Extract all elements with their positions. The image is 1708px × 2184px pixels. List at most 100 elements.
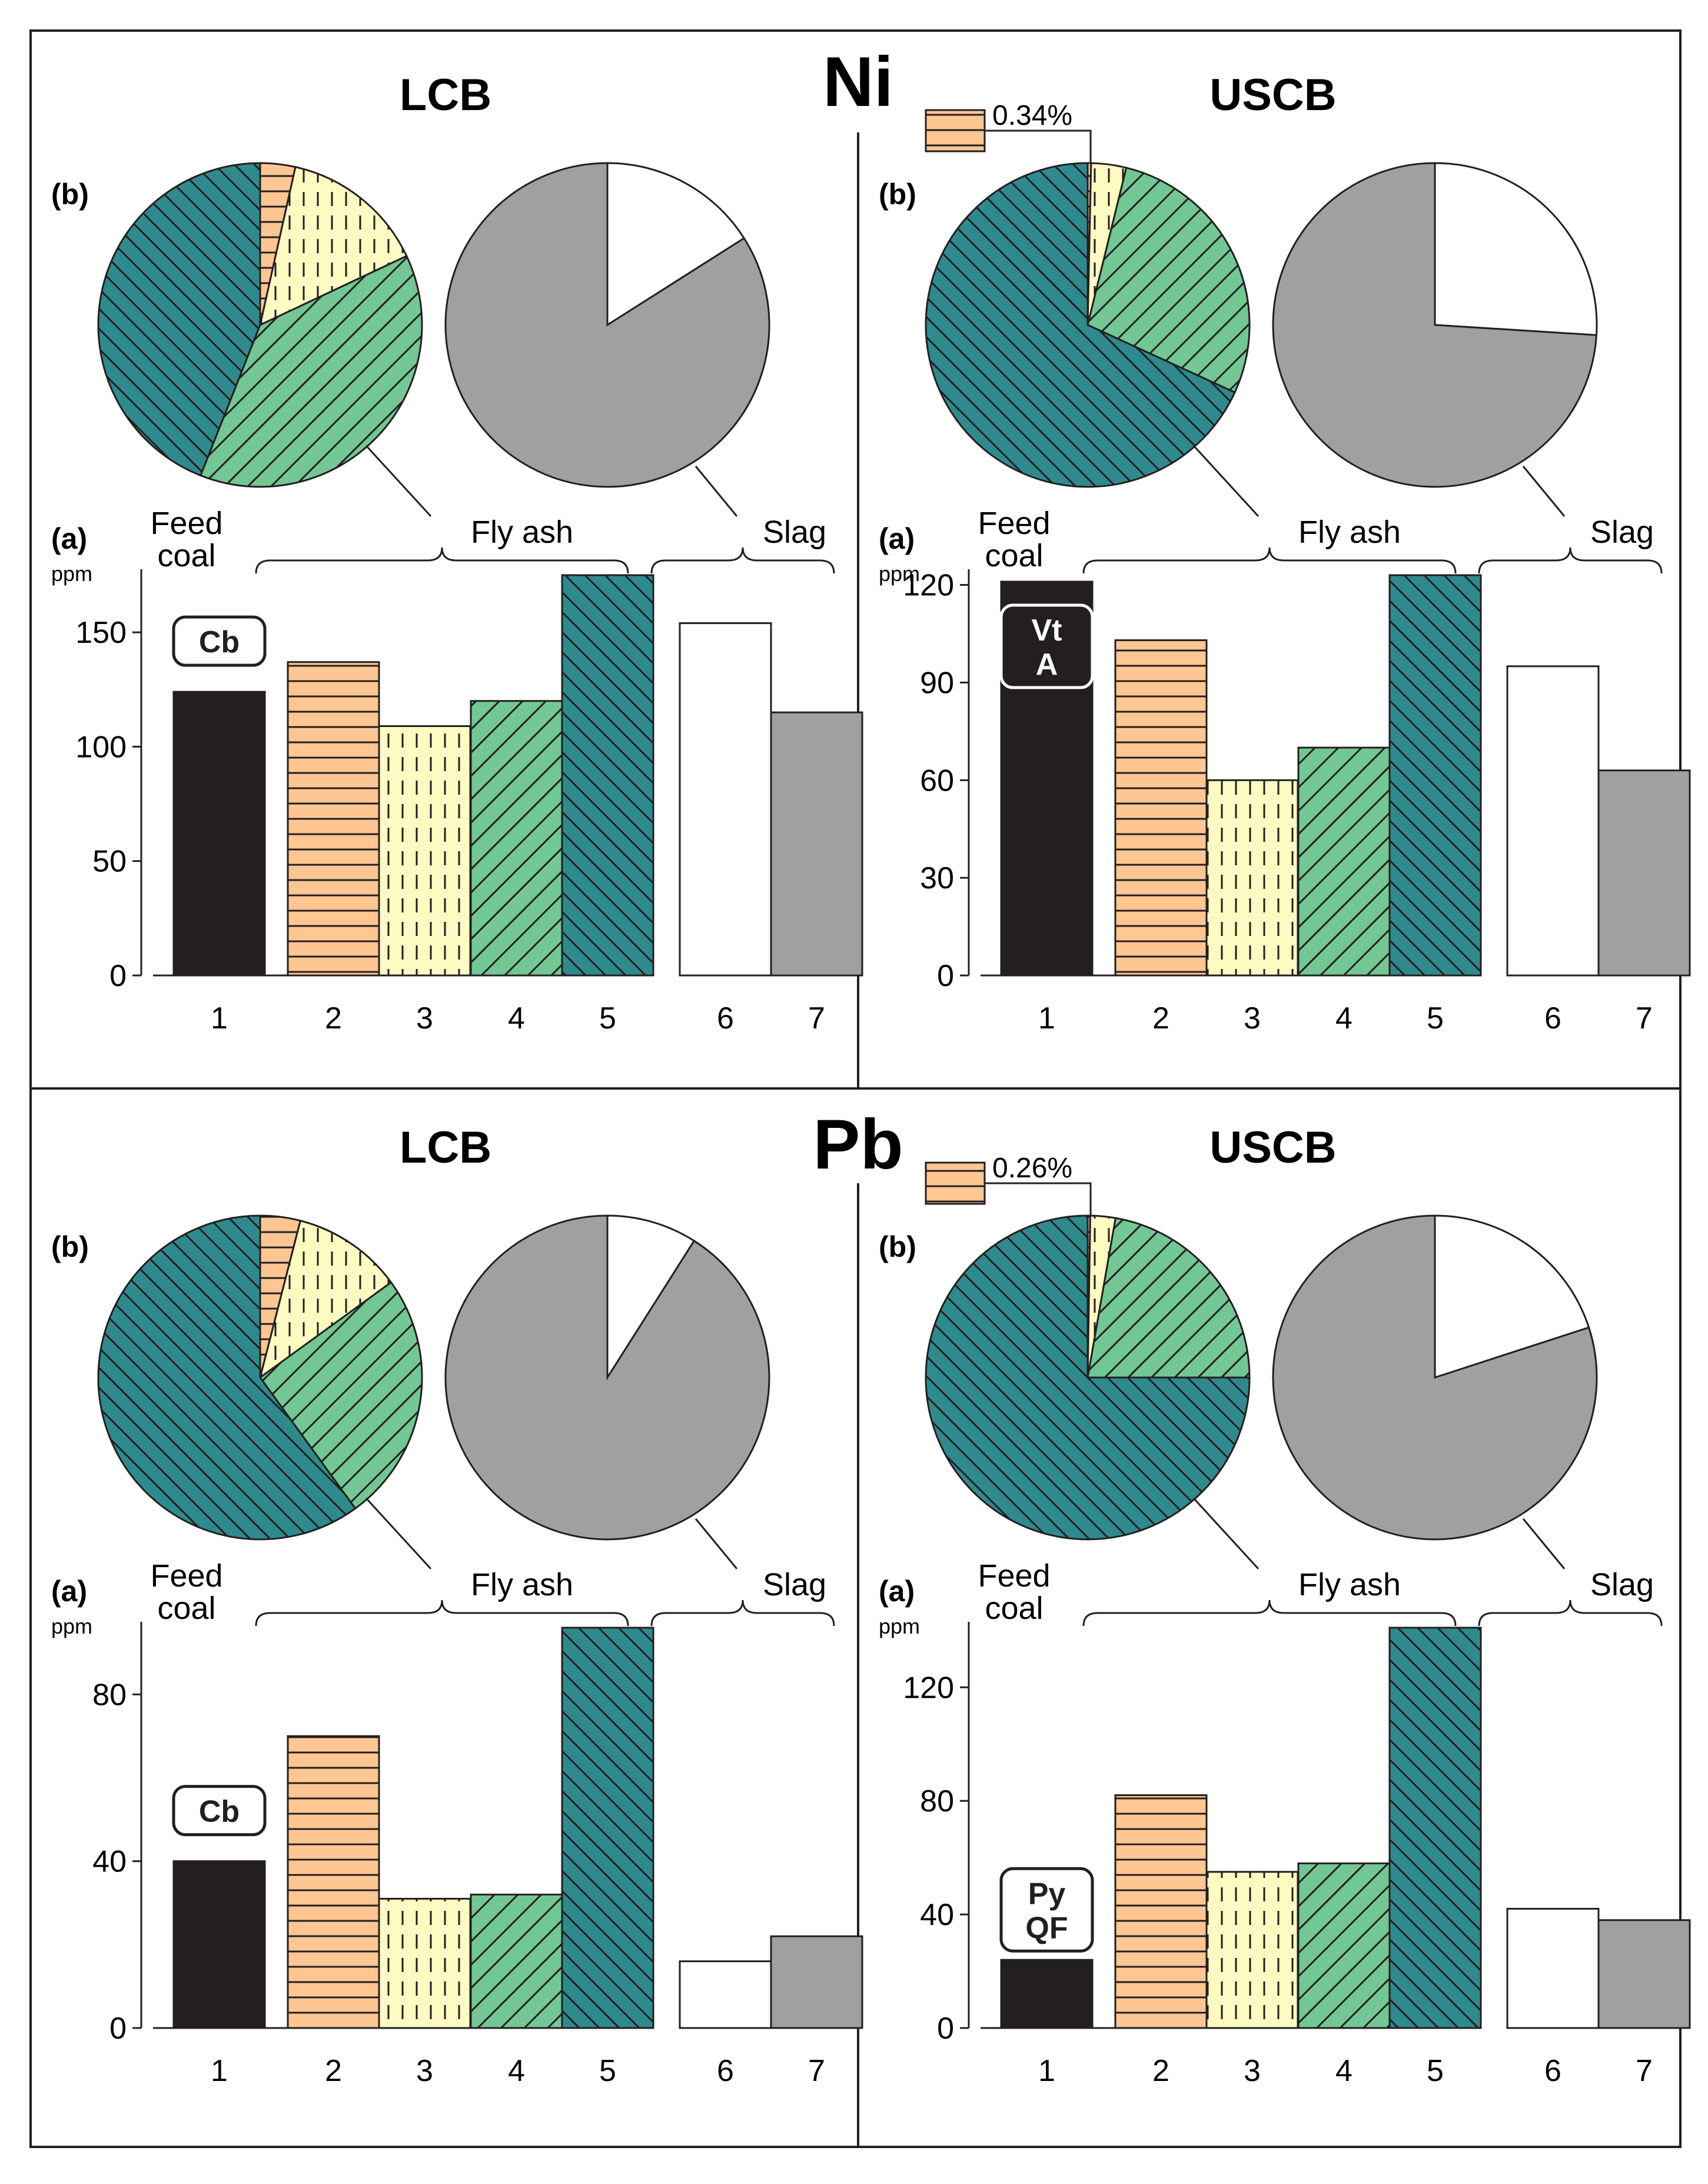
pb-lcb-slag-brace xyxy=(650,1599,835,1627)
pb-lcb-xtick-label: 2 xyxy=(325,2054,342,2088)
ni-uscb-title: USCB xyxy=(1209,70,1336,120)
ni-lcb-bar-5 xyxy=(561,574,654,977)
pb-uscb-pie-label-b: (b) xyxy=(879,1230,916,1263)
pb-uscb-tag-badge xyxy=(999,1867,1094,1953)
ni-uscb-bar-5 xyxy=(1388,574,1482,977)
pb-uscb-callout-swatch xyxy=(925,1161,986,1205)
ni-uscb-slag-label: Slag xyxy=(1590,515,1654,550)
element-title-pb: Pb xyxy=(813,1105,903,1184)
pb-uscb-bar-1 xyxy=(1000,1959,1094,2029)
ni-uscb-xtick-label: 3 xyxy=(1244,1001,1261,1035)
ni-uscb-xtick-label: 4 xyxy=(1335,1001,1353,1035)
ni-lcb-fly-ash-pie-slice-4 xyxy=(199,254,423,488)
ni-lcb-slag-pie-slice-6 xyxy=(606,162,746,327)
pb-lcb-bar-3 xyxy=(378,1897,471,2029)
ni-uscb-callout-leader xyxy=(985,130,1092,163)
ni-lcb-bar-6 xyxy=(679,622,772,977)
pb-uscb-xtick-label: 4 xyxy=(1335,2054,1353,2088)
ni-lcb-pie-label-b: (b) xyxy=(51,178,89,211)
pb-uscb-feed-coal-label-2: coal xyxy=(985,1591,1043,1626)
ni-lcb-ytick-label: 150 xyxy=(75,616,127,650)
ni-uscb-ytick-label: 120 xyxy=(903,569,954,603)
pb-uscb-callout-percent: 0.26% xyxy=(992,1153,1072,1184)
pb-lcb-xtick-label: 4 xyxy=(508,2054,525,2088)
pb-uscb-xtick-label: 1 xyxy=(1038,2054,1055,2088)
pb-uscb-callout-leader xyxy=(985,1182,1092,1216)
ni-uscb-fly-ash-connector xyxy=(1192,444,1260,517)
pb-uscb-ytick-label: 0 xyxy=(937,2012,954,2046)
ni-uscb-bar-7 xyxy=(1597,769,1691,977)
ni-lcb-feed-coal-label: Feed xyxy=(150,506,222,541)
ni-uscb-slag-brace xyxy=(1478,547,1663,574)
pb-lcb-bar-label-a: (a) xyxy=(51,1575,87,1608)
pb-uscb-title: USCB xyxy=(1209,1123,1336,1173)
ni-uscb-ytick-label: 30 xyxy=(920,861,954,895)
ni-lcb-bar-3 xyxy=(378,725,471,977)
ni-uscb-bar-3 xyxy=(1205,779,1299,977)
ni-uscb-feed-coal-label: Feed xyxy=(978,506,1050,541)
pb-uscb-bar-6 xyxy=(1506,1907,1600,2029)
ni-lcb-xtick-label: 3 xyxy=(416,1001,433,1035)
ni-lcb-bar-1 xyxy=(172,691,266,977)
ni-uscb-slag-pie-slice-6 xyxy=(1434,162,1598,336)
ni-uscb-slag-connector xyxy=(1522,466,1566,517)
ni-lcb-tag-badge xyxy=(172,615,267,667)
ni-uscb-bar-4 xyxy=(1297,746,1391,977)
ni-lcb-slag-connector xyxy=(695,466,738,517)
ni-uscb-tag-text: A xyxy=(1036,648,1058,682)
ni-lcb-xtick-label: 6 xyxy=(717,1001,734,1035)
pb-uscb-slag-label: Slag xyxy=(1590,1567,1654,1602)
pb-lcb-ytick-label: 40 xyxy=(92,1845,127,1879)
ni-lcb-bar-7 xyxy=(770,711,863,977)
ni-lcb-title: LCB xyxy=(400,70,491,120)
ni-lcb-xtick-label: 2 xyxy=(325,1001,342,1035)
pb-uscb-bar-4 xyxy=(1297,1862,1391,2029)
pb-uscb-fly-ash-brace xyxy=(1082,1599,1457,1627)
ni-lcb-ylabel: ppm xyxy=(51,562,92,586)
pb-uscb-slag-pie-slice-7 xyxy=(1272,1214,1598,1541)
pb-lcb-bar-4 xyxy=(470,1893,563,2029)
pb-lcb-xtick-label: 1 xyxy=(211,2054,228,2088)
pb-uscb-tag-text: Py xyxy=(1028,1877,1066,1911)
ni-lcb-fly-ash-pie-slice-5 xyxy=(97,162,261,477)
pb-lcb-tag-badge xyxy=(172,1785,267,1837)
ni-uscb-ytick-label: 60 xyxy=(920,764,954,798)
ni-uscb-xtick-label: 1 xyxy=(1038,1001,1055,1035)
pb-lcb-pie-label-b: (b) xyxy=(51,1230,89,1263)
pb-lcb-feed-coal-label: Feed xyxy=(150,1558,222,1594)
pb-lcb-fly-ash-brace xyxy=(255,1599,629,1627)
ni-lcb-fly-ash-label: Fly ash xyxy=(471,515,573,550)
ni-lcb-slag-label: Slag xyxy=(763,515,826,550)
pb-uscb-fly-ash-connector xyxy=(1192,1497,1260,1570)
pb-uscb-bar-3 xyxy=(1205,1871,1299,2029)
ni-lcb-ytick-label: 50 xyxy=(92,845,127,879)
pb-lcb-bar-1 xyxy=(172,1860,266,2029)
ni-uscb-xtick-label: 7 xyxy=(1636,1001,1653,1035)
pb-lcb-slag-pie-slice-7 xyxy=(444,1214,770,1541)
pb-uscb-fly-ash-label: Fly ash xyxy=(1298,1567,1401,1602)
pb-uscb-xtick-label: 2 xyxy=(1152,2054,1169,2088)
pb-lcb-slag-label: Slag xyxy=(763,1567,826,1602)
pb-uscb-xtick-label: 3 xyxy=(1244,2054,1261,2088)
ni-lcb-slag-pie-slice-7 xyxy=(444,162,770,488)
pb-uscb-bar-5 xyxy=(1388,1627,1482,2029)
ni-uscb-ytick-label: 90 xyxy=(920,666,954,700)
ni-lcb-xtick-label: 7 xyxy=(808,1001,825,1035)
pb-lcb-bar-5 xyxy=(561,1627,654,2029)
ni-lcb-ytick-label: 100 xyxy=(75,730,127,764)
ni-lcb-slag-brace xyxy=(650,547,835,574)
pb-lcb-ylabel: ppm xyxy=(51,1614,92,1638)
pb-uscb-slag-brace xyxy=(1478,1599,1663,1627)
pb-lcb-ytick-label: 0 xyxy=(109,2012,127,2046)
pb-lcb-title: LCB xyxy=(400,1123,491,1173)
ni-uscb-pie-label-b: (b) xyxy=(879,178,916,211)
ni-lcb-fly-ash-pie-slice-3 xyxy=(258,165,408,327)
pb-lcb-fly-ash-label: Fly ash xyxy=(471,1567,573,1602)
pb-lcb-slag-pie-slice-6 xyxy=(606,1214,696,1381)
pb-lcb-xtick-label: 5 xyxy=(599,2054,616,2088)
pb-uscb-ytick-label: 80 xyxy=(920,1784,954,1818)
